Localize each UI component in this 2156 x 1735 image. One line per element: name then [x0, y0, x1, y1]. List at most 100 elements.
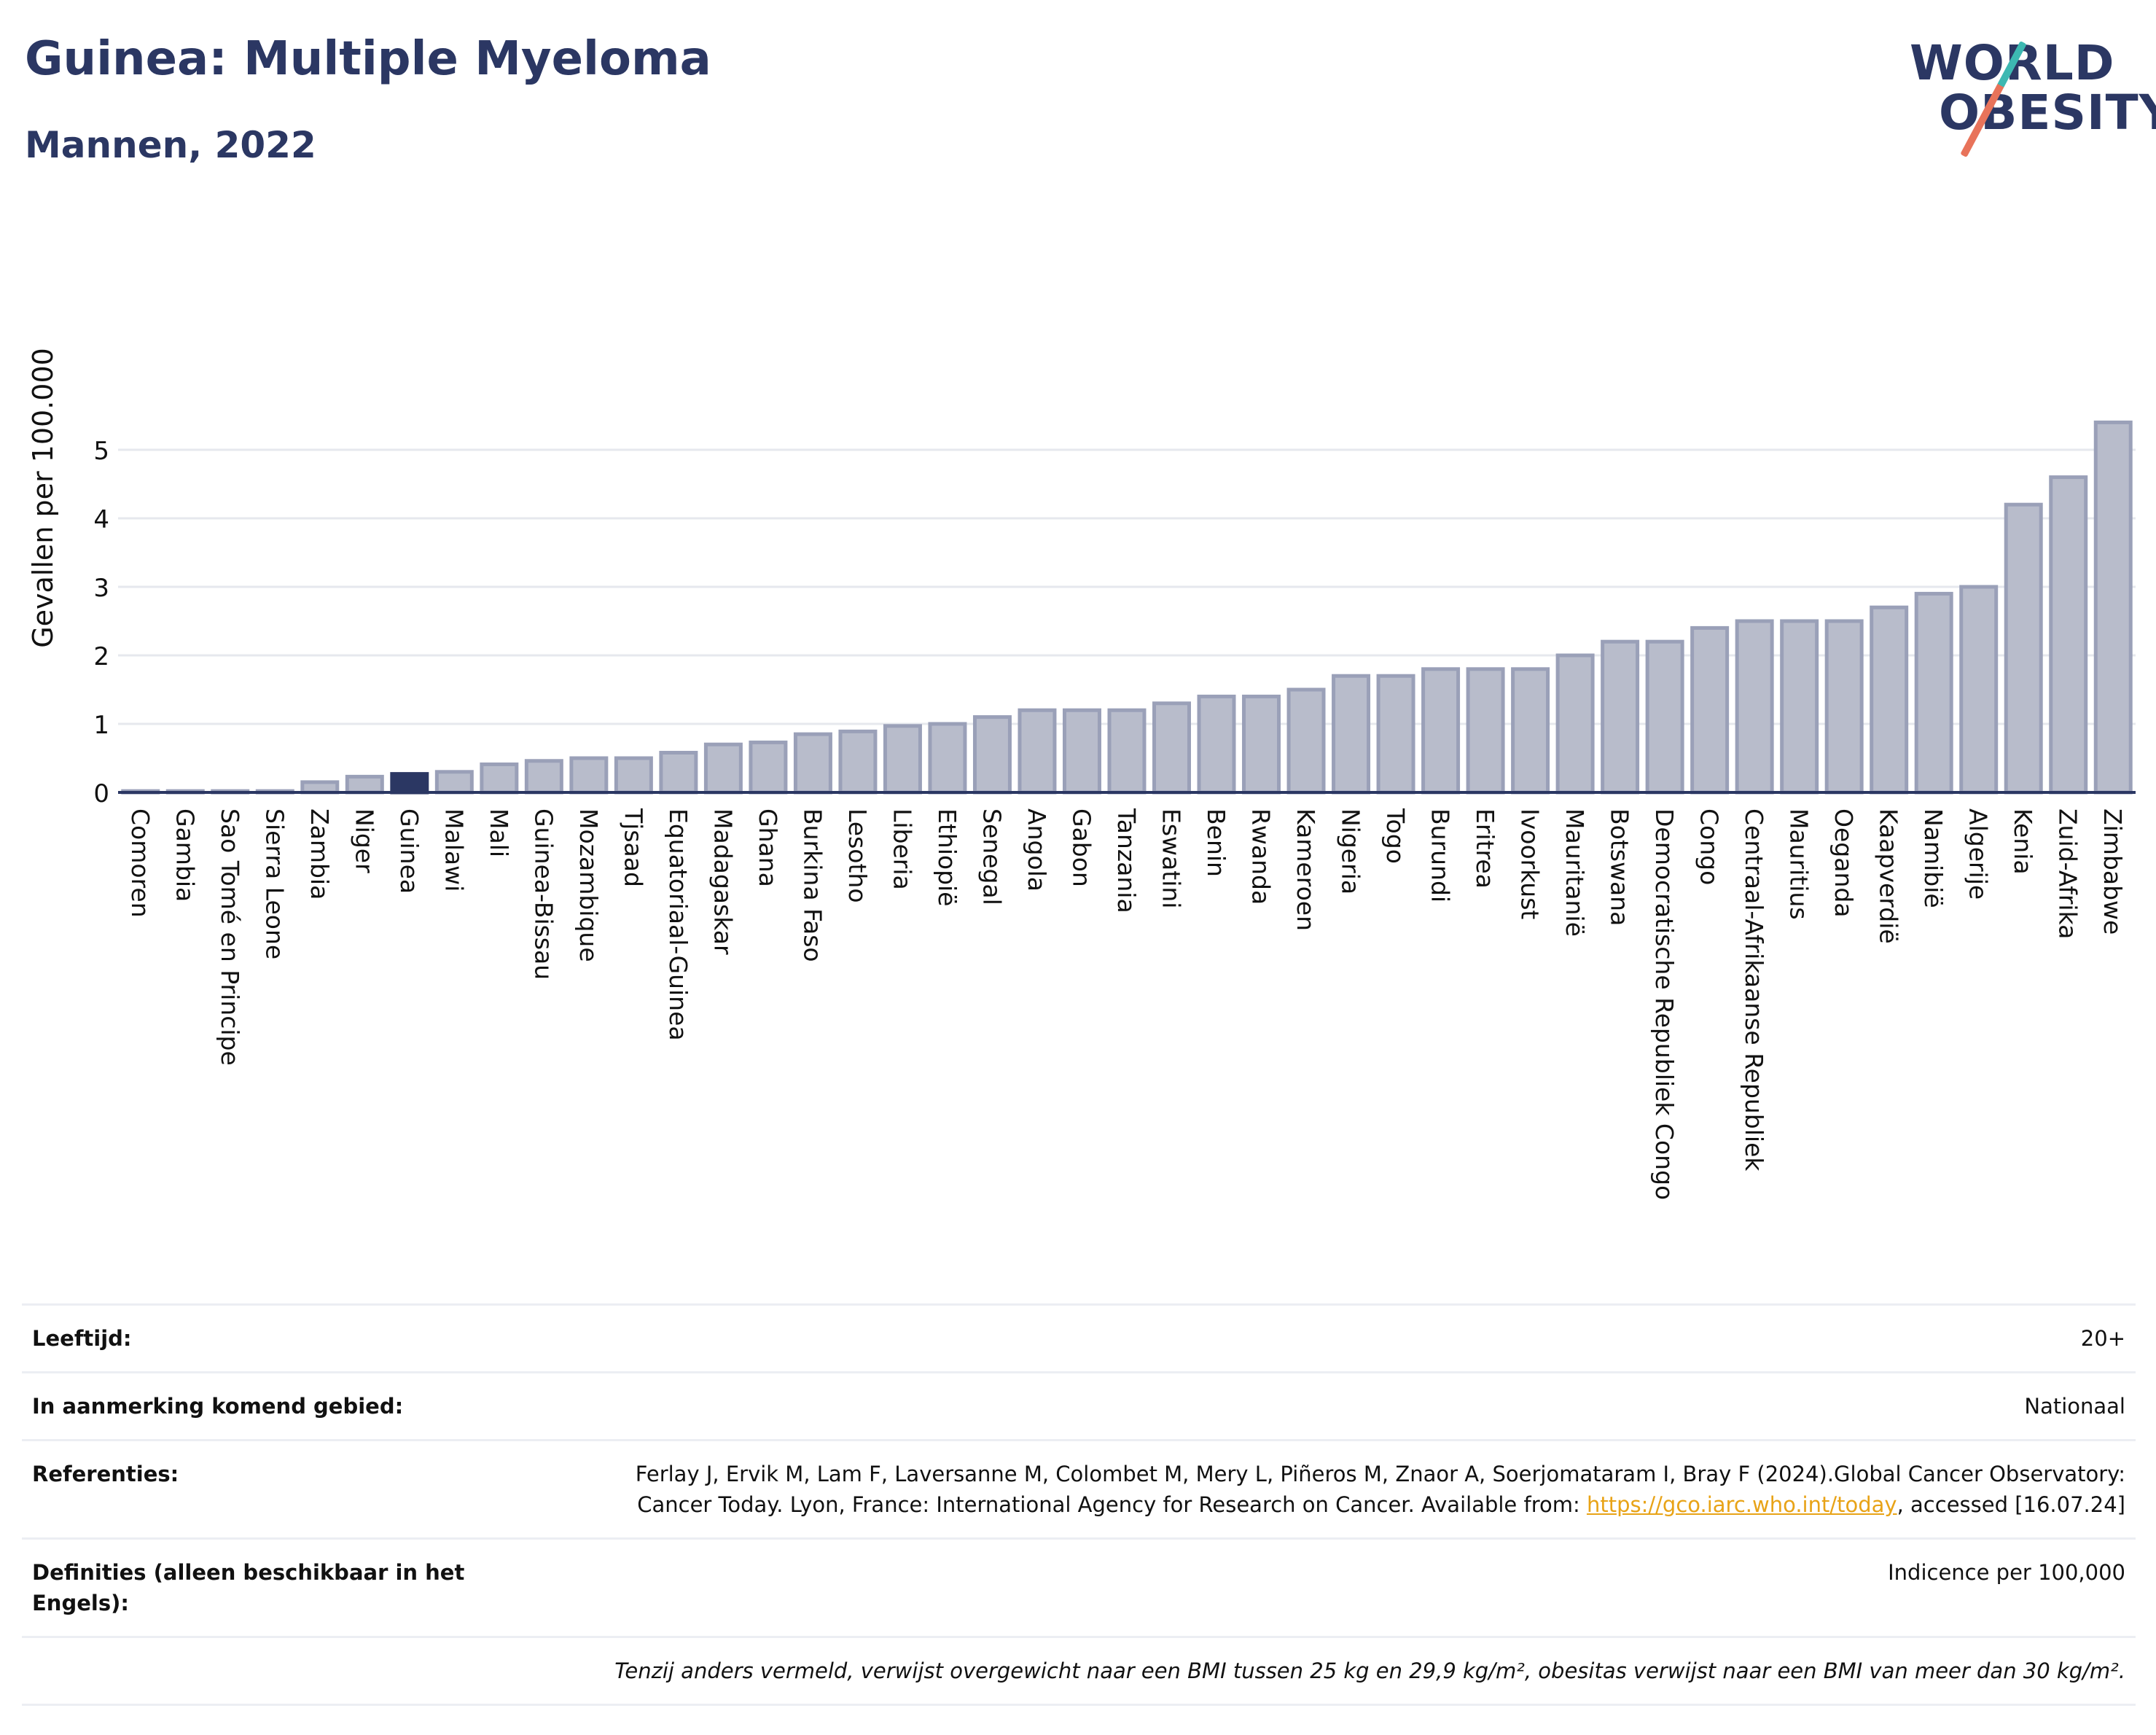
bar-gabon	[1062, 708, 1101, 795]
references-link[interactable]: https://gco.iarc.who.int/today	[1586, 1492, 1897, 1517]
x-tick-label: Burundi	[1426, 808, 1455, 902]
x-tick-label: Ghana	[754, 808, 782, 887]
bar-liberia	[883, 724, 922, 795]
x-tick-label: Mauritanië	[1561, 808, 1589, 937]
x-tick-label: Eswatini	[1157, 808, 1186, 908]
x-tick-label: Rwanda	[1247, 808, 1276, 905]
bar-lesotho	[838, 729, 878, 795]
x-tick-label: Lesotho	[843, 808, 872, 903]
info-row-definitions: Definities (alleen beschikbaar in het En…	[22, 1537, 2136, 1636]
y-axis-label: Gevallen per 100.000	[27, 348, 59, 648]
x-tick-label: Comoren	[126, 808, 155, 918]
bar-tanzania	[1107, 708, 1147, 795]
y-tick-label: 4	[93, 505, 109, 534]
x-tick-label: Togo	[1381, 808, 1410, 864]
bar-eritrea	[1466, 667, 1505, 795]
references-accessed: , accessed [16.07.24]	[1897, 1492, 2125, 1517]
age-label: Leeftijd:	[32, 1326, 132, 1351]
references-value: Ferlay J, Ervik M, Lam F, Laversanne M, …	[566, 1459, 2125, 1520]
y-tick-label: 1	[93, 711, 109, 740]
bar-burkina-faso	[793, 732, 832, 795]
x-tick-label: Benin	[1202, 808, 1230, 877]
bar-rwanda	[1242, 694, 1281, 795]
bar-senegal	[972, 715, 1012, 795]
x-tick-label: Equatoriaal-Guinea	[664, 808, 692, 1041]
bar-zambia	[300, 780, 340, 795]
x-tick-label: Guinea	[395, 808, 423, 894]
bar-mali	[480, 762, 519, 795]
footnote: Tenzij anders vermeld, verwijst overgewi…	[614, 1658, 2125, 1683]
bar-eswatini	[1152, 701, 1192, 795]
bar-zuid-afrika	[2049, 475, 2088, 795]
x-axis-ticks: Comoren Gambia Sao Tomé en Principe Sierra …	[126, 808, 2127, 1200]
x-tick-label: Niger	[350, 808, 378, 873]
bar-madagaskar	[703, 742, 743, 795]
info-row-references: Referenties: Ferlay J, Ervik M, Lam F, L…	[22, 1439, 2136, 1537]
x-tick-label: Congo	[1695, 808, 1724, 885]
x-tick-label: Algerije	[1964, 808, 1993, 900]
bar-oeganda	[1824, 619, 1864, 795]
bar-ivoorkust	[1511, 667, 1550, 795]
bar-botswana	[1601, 639, 1640, 795]
world-obesity-logo: WORLD OBESITY	[1902, 22, 2156, 158]
bar-zimbabwe	[2093, 420, 2133, 795]
x-tick-label: Angola	[1023, 808, 1051, 892]
x-tick-label: Botswana	[1606, 808, 1634, 926]
x-tick-label: Ivoorkust	[1516, 808, 1544, 919]
bar-algerije	[1959, 585, 1999, 795]
x-tick-label: Kameroen	[1292, 808, 1320, 931]
y-tick-label: 0	[93, 779, 109, 808]
bar-congo	[1690, 625, 1730, 795]
x-tick-label: Democratische Republiek Congo	[1650, 808, 1679, 1200]
x-tick-label: Gabon	[1067, 808, 1095, 887]
bar-tjsaad	[614, 756, 653, 795]
bar-kenia	[2004, 502, 2043, 795]
bar-nigeria	[1332, 674, 1371, 795]
bar-angola	[1018, 708, 1057, 795]
bar-niger	[345, 774, 384, 795]
bar-guinea-bissau	[524, 759, 563, 795]
x-tick-label: Mozambique	[574, 808, 603, 962]
bar-ghana	[749, 740, 788, 795]
area-value: Nationaal	[2024, 1394, 2125, 1419]
x-tick-label: Zuid-Afrika	[2054, 808, 2082, 939]
y-axis-ticks: 0 1 2 3 4 5	[93, 437, 109, 808]
chart-title: Guinea: Multiple Myeloma	[25, 32, 711, 86]
chart-subtitle: Mannen, 2022	[25, 124, 316, 166]
bar-burundi	[1421, 667, 1461, 795]
info-table: Leeftijd: 20+ In aanmerking komend gebie…	[22, 1303, 2136, 1706]
x-tick-label: Tjsaad	[619, 808, 647, 887]
bar-mozambique	[569, 756, 609, 795]
x-tick-label: Namibië	[1919, 808, 1948, 908]
x-tick-label: Sierra Leone	[260, 808, 289, 959]
info-row-area: In aanmerking komend gebied: Nationaal	[22, 1371, 2136, 1439]
x-tick-label: Mauritius	[1785, 808, 1813, 920]
x-tick-label: Nigeria	[1337, 808, 1365, 894]
y-tick-label: 5	[93, 437, 109, 466]
logo-line-2: OBESITY	[1939, 85, 2156, 141]
bar-ethiopi-	[928, 722, 967, 795]
age-value: 20+	[2080, 1326, 2125, 1351]
x-tick-label: Senegal	[977, 808, 1006, 905]
definitions-label: Definities (alleen beschikbaar in het En…	[32, 1560, 465, 1615]
bar-chart: 0 1 2 3 4 5 Comoren Gambia Sao Tomé en Principe…	[27, 348, 2136, 1200]
x-tick-label: Ethiopië	[933, 808, 961, 906]
bars	[118, 420, 2136, 795]
x-tick-label: Sao Tomé en Principe	[216, 808, 244, 1066]
x-tick-label: Guinea-Bissau	[529, 808, 558, 980]
bar-centraal-afrikaanse-republiek	[1735, 619, 1774, 795]
x-tick-label: Liberia	[888, 808, 916, 890]
y-tick-label: 3	[93, 574, 109, 603]
x-tick-label: Kaapverdië	[1875, 808, 1903, 944]
x-tick-label: Madagaskar	[708, 808, 737, 955]
references-label: Referenties:	[32, 1462, 179, 1486]
bar-equatoriaal-guinea	[659, 750, 698, 795]
x-tick-label: Oeganda	[1829, 808, 1858, 918]
x-tick-label: Tanzania	[1112, 808, 1141, 913]
bar-kaapverdi-	[1870, 605, 1909, 795]
x-tick-label: Burkina Faso	[798, 808, 827, 962]
bar-malawi	[434, 770, 474, 795]
x-tick-label: Gambia	[171, 808, 199, 902]
info-row-note: Tenzij anders vermeld, verwijst overgewi…	[22, 1636, 2136, 1706]
definitions-value: Indicence per 100,000	[1888, 1560, 2125, 1585]
